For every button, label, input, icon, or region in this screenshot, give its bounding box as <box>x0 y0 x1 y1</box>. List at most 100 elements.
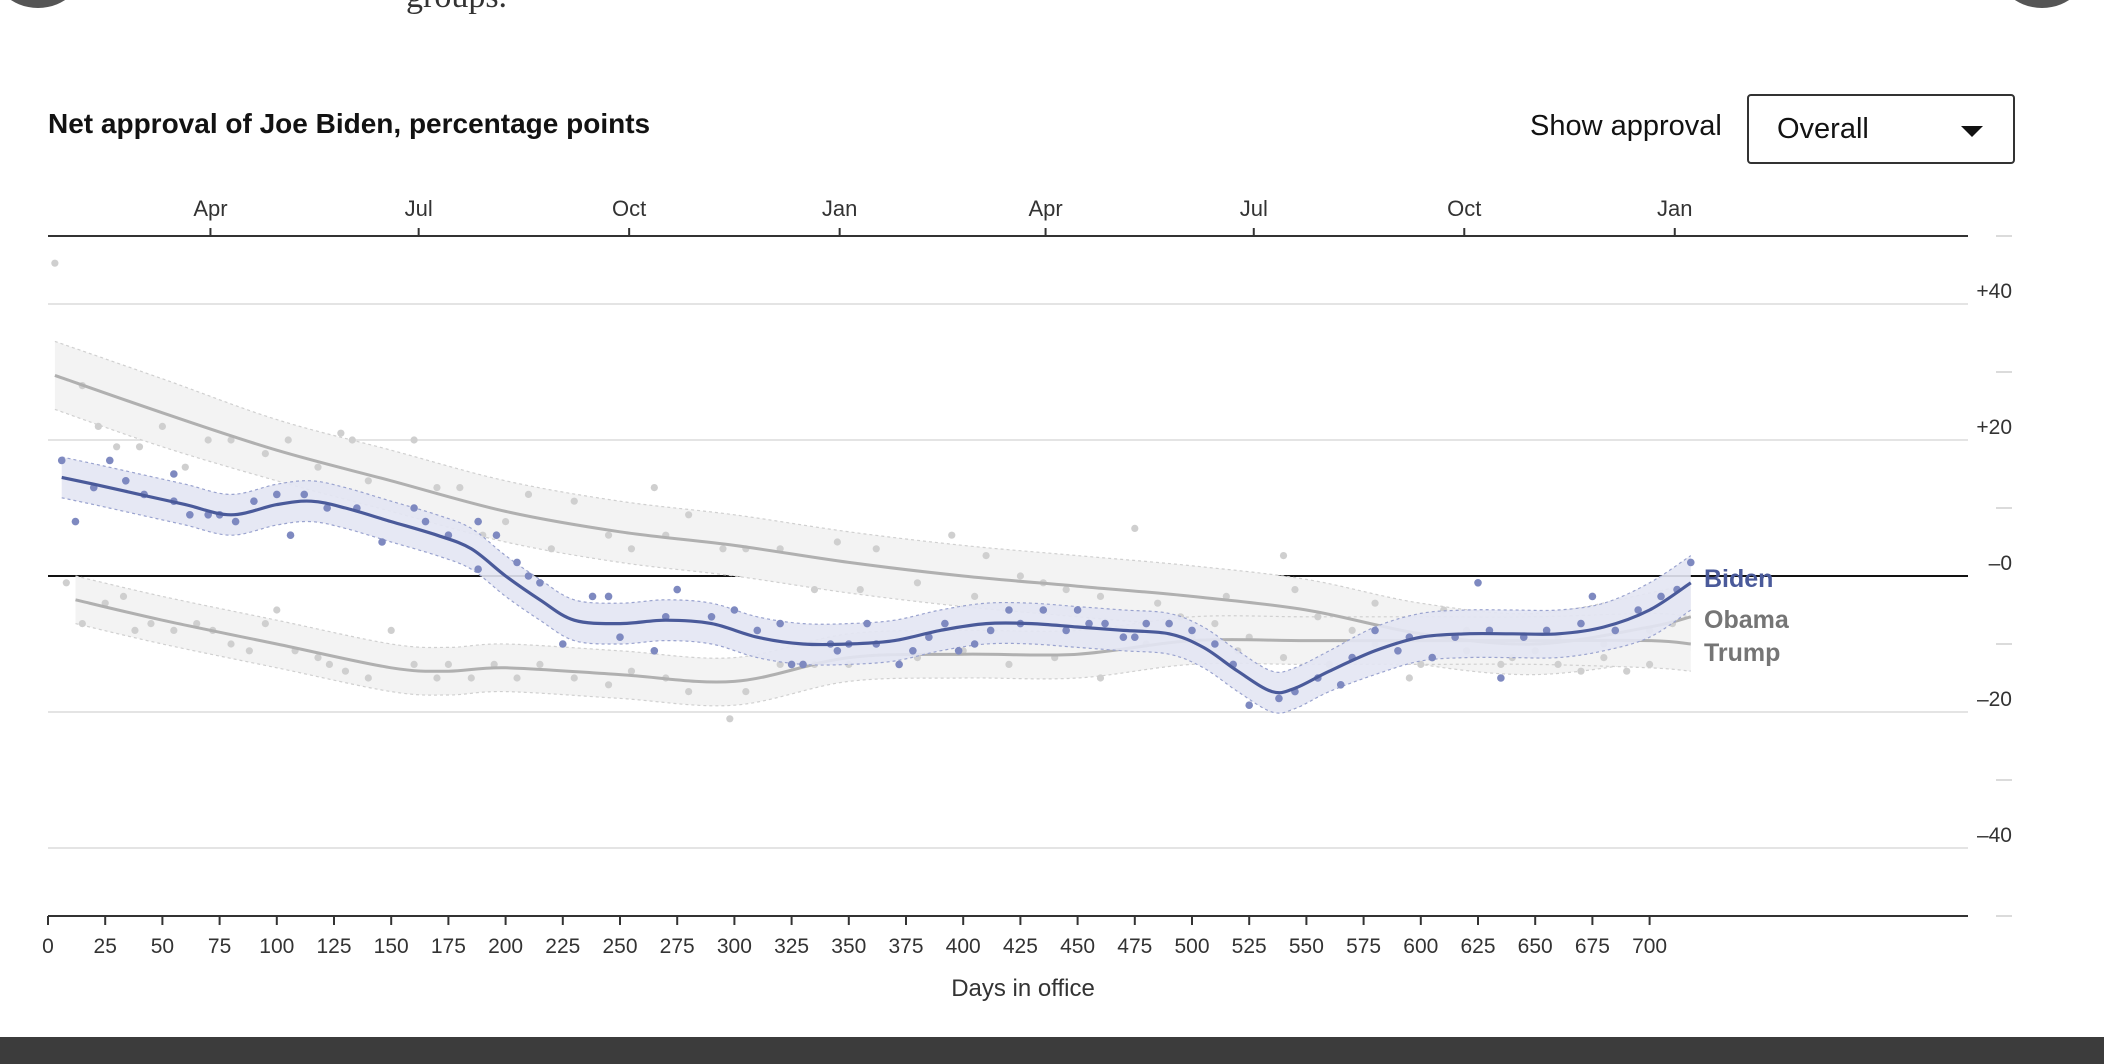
poll-point-biden <box>1588 592 1597 601</box>
x-tick-label: 600 <box>1403 935 1438 958</box>
poll-point-comparison <box>119 592 128 600</box>
poll-point-comparison <box>348 436 356 444</box>
poll-point-biden <box>1142 619 1151 628</box>
poll-point-biden <box>300 490 309 499</box>
x-tick-label: 375 <box>888 935 923 958</box>
poll-point-comparison <box>261 620 269 628</box>
poll-point-biden <box>536 579 544 587</box>
poll-point-comparison <box>1222 592 1230 600</box>
poll-point-biden <box>492 531 501 539</box>
poll-point-comparison <box>1291 586 1299 594</box>
poll-point-biden <box>170 470 178 478</box>
poll-point-comparison <box>1348 626 1356 634</box>
x-tick-label: 450 <box>1060 935 1095 958</box>
poll-point-comparison <box>1577 667 1585 675</box>
x-tick-label: 575 <box>1346 935 1381 958</box>
next-arrow-button[interactable] <box>1992 0 2092 8</box>
top-axis-label: Oct <box>1447 196 1481 221</box>
x-tick-label: 650 <box>1518 935 1553 958</box>
poll-point-biden <box>378 538 386 546</box>
trend-line-biden <box>61 475 1692 695</box>
poll-point-comparison <box>982 552 990 560</box>
poll-point-biden <box>673 585 681 594</box>
poll-point-biden <box>799 660 807 669</box>
poll-point-comparison <box>1371 599 1379 607</box>
poll-point-comparison <box>1497 660 1505 668</box>
poll-point-biden <box>970 640 979 648</box>
poll-point-comparison <box>387 626 395 634</box>
x-tick-label: 350 <box>831 935 866 958</box>
poll-point-comparison <box>113 443 121 451</box>
poll-point-biden <box>604 592 613 601</box>
poll-point-biden <box>833 647 842 655</box>
approval-dropdown[interactable]: Overall <box>1747 94 2015 164</box>
x-tick-label: 125 <box>316 935 351 958</box>
poll-point-comparison <box>524 490 533 498</box>
poll-point-biden <box>1657 592 1665 601</box>
x-tick-label: 550 <box>1289 935 1324 958</box>
x-tick-label: 0 <box>42 935 54 958</box>
band-edge <box>61 497 1692 714</box>
x-tick-label: 500 <box>1174 935 1209 958</box>
poll-point-biden <box>105 456 114 465</box>
series-label-biden: Biden <box>1704 565 1773 593</box>
poll-point-comparison <box>536 660 544 668</box>
x-tick-label: 675 <box>1575 935 1610 958</box>
poll-point-comparison <box>273 606 281 614</box>
poll-point-biden <box>954 647 963 655</box>
top-axis-label: Apr <box>1028 196 1062 221</box>
dropdown-value: Overall <box>1777 113 1869 145</box>
poll-point-comparison <box>1131 524 1139 532</box>
poll-point-comparison <box>135 443 144 451</box>
poll-point-biden <box>776 619 784 628</box>
series-label-trump: Trump <box>1704 639 1780 667</box>
poll-point-comparison <box>833 538 841 546</box>
poll-point-comparison <box>490 660 498 668</box>
x-tick-label: 175 <box>431 935 466 958</box>
poll-point-biden <box>559 640 567 648</box>
poll-point-biden <box>1497 674 1505 682</box>
poll-point-comparison <box>1096 592 1105 600</box>
poll-point-biden <box>787 660 796 669</box>
approval-chart: +40 +20 –0 –20 –40 Apr Jul Oct Jan Apr Jul Oct Jan 0 2… <box>42 196 2012 1002</box>
poll-point-comparison <box>1623 667 1631 675</box>
poll-point-comparison <box>158 422 166 430</box>
poll-point-comparison <box>364 674 372 682</box>
band-edge <box>61 456 1692 673</box>
x-tick-label: 150 <box>374 935 409 958</box>
series-label-obama: Obama <box>1704 606 1790 634</box>
x-tick-label: 425 <box>1003 935 1038 958</box>
previous-arrow-button[interactable] <box>0 0 88 8</box>
poll-point-biden <box>986 626 995 635</box>
poll-point-comparison <box>685 688 693 696</box>
x-tick-label: 200 <box>488 935 523 958</box>
poll-point-biden <box>474 517 482 526</box>
poll-point-biden <box>1245 701 1253 709</box>
poll-point-biden <box>250 497 258 506</box>
x-tick-label: 275 <box>660 935 695 958</box>
poll-point-comparison <box>1211 620 1219 628</box>
poll-point-biden <box>1101 619 1109 628</box>
y-tick-label: +20 <box>1976 416 2012 439</box>
poll-point-comparison <box>1417 660 1425 668</box>
poll-point-comparison <box>1405 674 1413 682</box>
poll-point-biden <box>1611 626 1620 635</box>
caret-down-icon <box>1961 126 1983 137</box>
poll-point-comparison <box>1279 552 1288 560</box>
poll-point-comparison <box>547 545 555 553</box>
poll-point-comparison <box>810 586 819 594</box>
poll-point-comparison <box>433 484 441 492</box>
poll-point-biden <box>231 517 240 526</box>
chart-title: Net approval of Joe Biden, percentage po… <box>48 108 651 139</box>
poll-point-biden <box>1336 681 1345 689</box>
poll-point-comparison <box>1062 586 1070 594</box>
poll-point-biden <box>1165 619 1173 628</box>
poll-point-biden <box>941 619 949 628</box>
poll-point-comparison <box>314 463 322 471</box>
poll-point-biden <box>1428 653 1437 662</box>
y-tick-label: +40 <box>1976 280 2012 303</box>
poll-point-biden <box>1371 626 1379 635</box>
poll-point-comparison <box>170 626 178 634</box>
poll-point-biden <box>286 531 295 539</box>
x-tick-label: 700 <box>1632 935 1667 958</box>
